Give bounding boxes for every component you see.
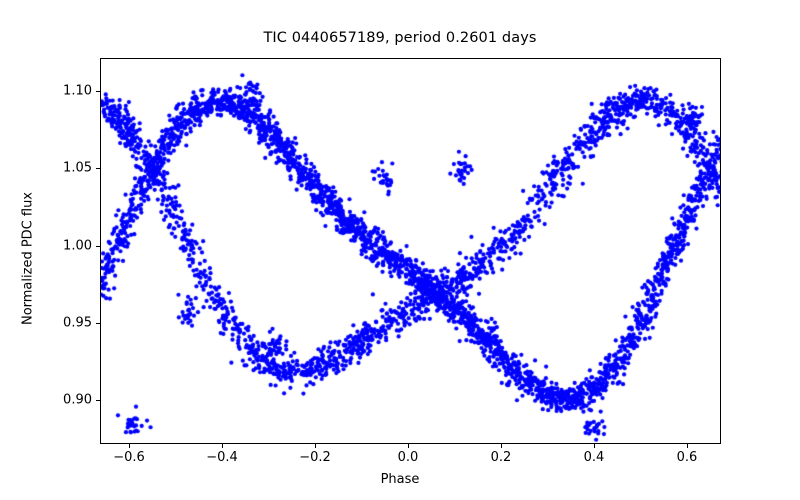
- x-tick-mark: [129, 444, 131, 448]
- plot-area: [100, 58, 721, 444]
- y-tick-label: 1.05: [63, 160, 92, 176]
- x-tick-label: 0.6: [676, 450, 698, 465]
- y-tick-label: 0.95: [63, 315, 92, 331]
- x-tick-mark: [594, 444, 596, 448]
- x-axis-label: Phase: [380, 472, 420, 487]
- x-tick-mark: [408, 444, 410, 448]
- y-tick-label: 1.00: [63, 238, 92, 254]
- x-tick-label: 0.4: [583, 450, 605, 465]
- y-tick-mark: [96, 168, 100, 170]
- y-tick-mark: [96, 91, 100, 93]
- y-tick-mark: [96, 400, 100, 402]
- page-title: TIC 0440657189, period 0.2601 days: [263, 30, 537, 46]
- x-tick-mark: [315, 444, 317, 448]
- y-axis-label: Normalized PDC flux: [20, 191, 36, 326]
- y-tick-mark: [96, 323, 100, 325]
- y-tick-label: 0.90: [63, 392, 92, 408]
- x-tick-label: −0.6: [113, 450, 145, 465]
- x-tick-label: −0.2: [299, 450, 331, 465]
- y-tick-mark: [96, 246, 100, 248]
- x-tick-mark: [222, 444, 224, 448]
- y-tick-label: 1.10: [63, 83, 92, 99]
- x-tick-mark: [501, 444, 503, 448]
- x-tick-mark: [687, 444, 689, 448]
- scatter-plot-canvas: [101, 59, 720, 443]
- x-tick-label: 0.2: [490, 450, 512, 465]
- x-tick-label: 0.0: [397, 450, 419, 465]
- x-tick-label: −0.4: [206, 450, 238, 465]
- y-axis-tick-labels: 0.90 0.95 1.00 1.05 1.10: [28, 0, 92, 500]
